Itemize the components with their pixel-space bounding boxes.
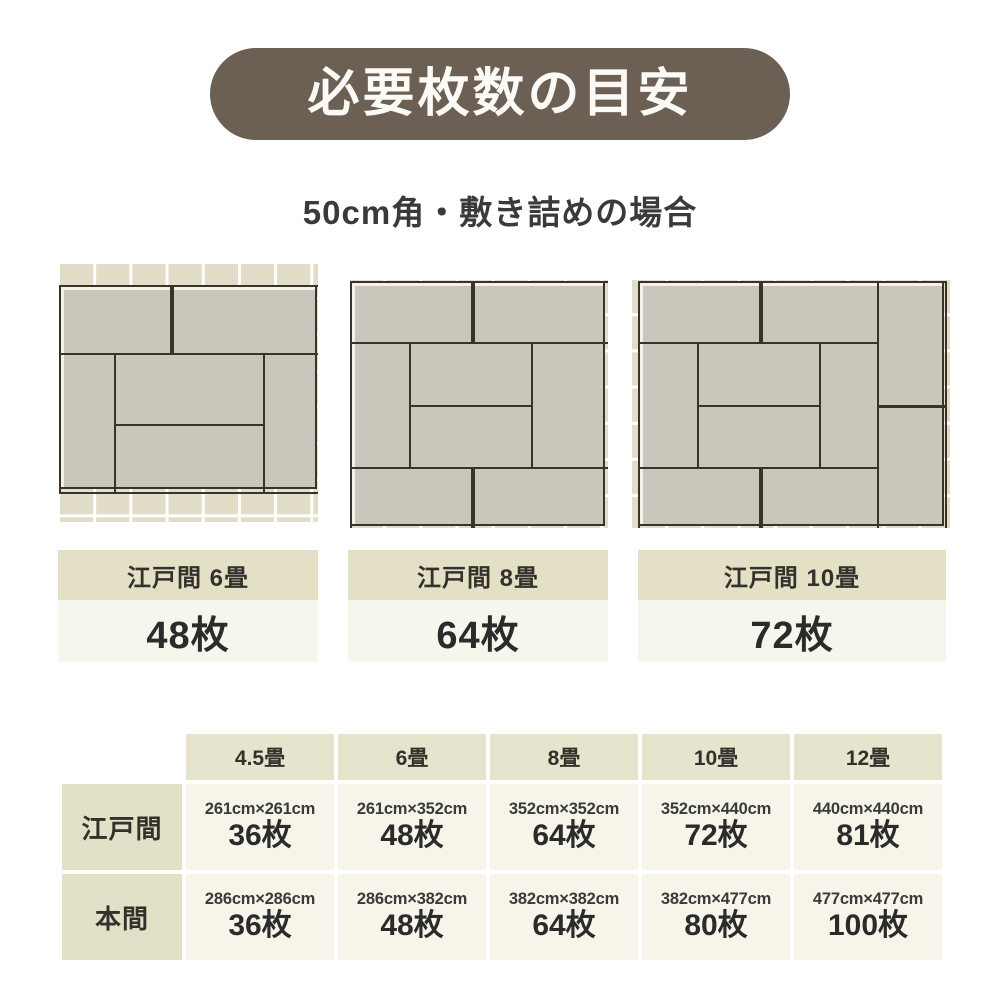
tatami-mat [472, 466, 608, 528]
table-row: 江戸間 261cm×261cm 36枚 261cm×352cm 48枚 352c… [62, 784, 942, 870]
tatami-mat [113, 423, 265, 494]
column-header-10jo: 10畳 [642, 734, 790, 780]
summary-card-8jo: 江戸間 8畳 64枚 [348, 550, 608, 662]
cell-honma-12jo: 477cm×477cm 100枚 [794, 874, 942, 960]
cell-edoma-12jo: 440cm×440cm 81枚 [794, 784, 942, 870]
cell-quantity: 36枚 [228, 819, 292, 853]
cell-honma-8jo: 382cm×382cm 64枚 [490, 874, 638, 960]
room-outline [349, 280, 608, 528]
table-row: 本間 286cm×286cm 36枚 286cm×382cm 48枚 382cm… [62, 874, 942, 960]
summary-card-6jo: 江戸間 6畳 48枚 [58, 550, 318, 662]
cell-dimension: 286cm×286cm [204, 890, 316, 909]
tatami-mat [818, 341, 879, 469]
tatami-mat [696, 341, 821, 407]
tatami-mat [637, 280, 761, 344]
tatami-mat [760, 280, 879, 344]
cell-honma-6jo: 286cm×382cm 48枚 [338, 874, 486, 960]
tatami-mat [58, 284, 172, 355]
cell-quantity: 81枚 [836, 819, 900, 853]
tatami-mat [530, 341, 608, 469]
cell-dimension: 286cm×382cm [356, 890, 468, 909]
cell-edoma-8jo: 352cm×352cm 64枚 [490, 784, 638, 870]
summary-card-title: 江戸間 6畳 [58, 550, 318, 600]
tatami-mat [113, 352, 265, 426]
tatami-mat [876, 404, 947, 528]
cell-quantity: 48枚 [380, 909, 444, 943]
cell-quantity: 72枚 [684, 819, 748, 853]
page-subtitle: 50cm角・敷き詰めの場合 [302, 194, 698, 231]
cell-dimension: 261cm×352cm [356, 800, 468, 819]
cell-dimension: 477cm×477cm [812, 890, 924, 909]
tatami-mat [472, 280, 608, 344]
tatami-mat [696, 404, 821, 469]
cell-dimension: 440cm×440cm [812, 800, 924, 819]
cell-quantity: 36枚 [228, 909, 292, 943]
summary-card-quantity: 48枚 [58, 600, 318, 662]
summary-card-title: 江戸間 8畳 [348, 550, 608, 600]
room-layout-diagram-6jo [58, 262, 318, 522]
tatami-mat [349, 280, 473, 344]
cell-dimension: 382cm×477cm [660, 890, 772, 909]
tatami-mat [349, 466, 473, 528]
tatami-mat [171, 284, 318, 355]
cell-edoma-6jo: 261cm×352cm 48枚 [338, 784, 486, 870]
cell-honma-4-5jo: 286cm×286cm 36枚 [186, 874, 334, 960]
size-quantity-table: 4.5畳 6畳 8畳 10畳 12畳 江戸間 261cm×261cm 36枚 2… [58, 730, 946, 964]
table-header-row: 4.5畳 6畳 8畳 10畳 12畳 [62, 734, 942, 780]
room-layout-diagram-8jo [348, 278, 608, 528]
cell-quantity: 100枚 [827, 909, 909, 943]
tatami-mat [760, 466, 879, 528]
tatami-mat [408, 341, 533, 407]
summary-card-quantity: 72枚 [638, 600, 946, 662]
summary-card-quantity: 64枚 [348, 600, 608, 662]
cell-dimension: 382cm×382cm [508, 890, 620, 909]
row-header-honma: 本間 [62, 874, 182, 960]
tatami-mat [876, 280, 947, 408]
cell-quantity: 64枚 [532, 909, 596, 943]
column-header-4-5jo: 4.5畳 [186, 734, 334, 780]
summary-card-title: 江戸間 10畳 [638, 550, 946, 600]
room-outline [637, 280, 947, 528]
tatami-mat [349, 341, 411, 469]
tatami-mat [262, 352, 318, 494]
cell-honma-10jo: 382cm×477cm 80枚 [642, 874, 790, 960]
tatami-mat [58, 352, 116, 494]
cell-quantity: 80枚 [684, 909, 748, 943]
column-header-8jo: 8畳 [490, 734, 638, 780]
cell-edoma-4-5jo: 261cm×261cm 36枚 [186, 784, 334, 870]
room-outline [58, 284, 318, 494]
cell-quantity: 48枚 [380, 819, 444, 853]
cell-quantity: 64枚 [532, 819, 596, 853]
page-title-pill: 必要枚数の目安 [210, 48, 790, 140]
tatami-mat [408, 404, 533, 469]
cell-dimension: 352cm×440cm [660, 800, 772, 819]
room-layout-diagram-10jo [630, 278, 950, 528]
page-title: 必要枚数の目安 [307, 65, 693, 123]
table-corner-cell [62, 734, 182, 780]
summary-card-10jo: 江戸間 10畳 72枚 [638, 550, 946, 662]
column-header-6jo: 6畳 [338, 734, 486, 780]
cell-dimension: 352cm×352cm [508, 800, 620, 819]
row-header-edoma: 江戸間 [62, 784, 182, 870]
tatami-mat [637, 466, 761, 528]
cell-edoma-10jo: 352cm×440cm 72枚 [642, 784, 790, 870]
column-header-12jo: 12畳 [794, 734, 942, 780]
tatami-mat [637, 341, 699, 469]
cell-dimension: 261cm×261cm [204, 800, 316, 819]
